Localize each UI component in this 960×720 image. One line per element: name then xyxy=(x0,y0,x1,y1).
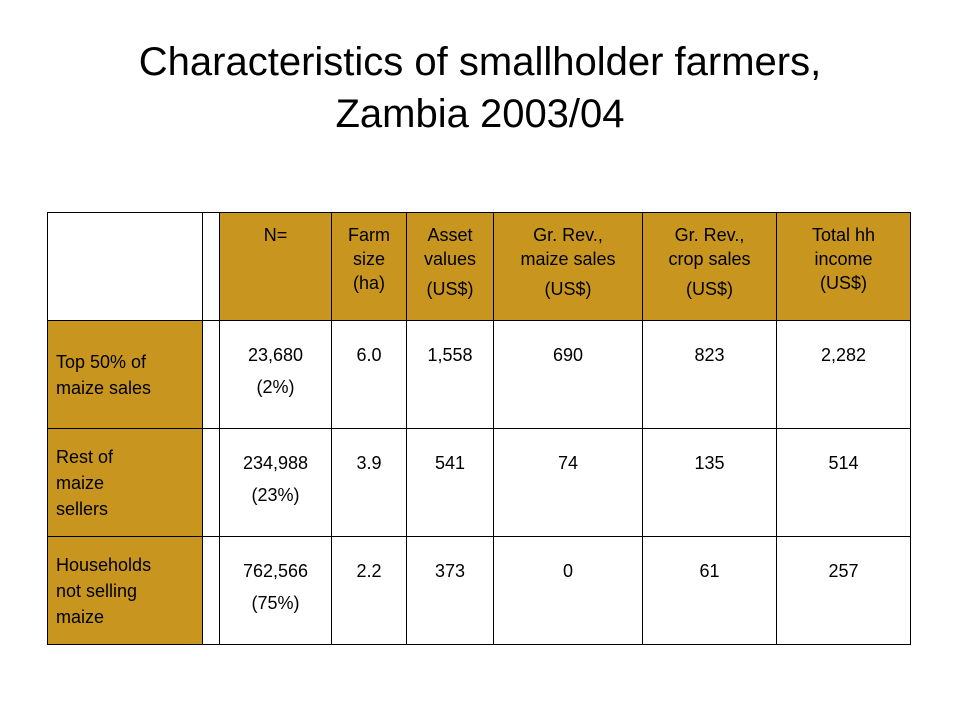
header-corner-cell xyxy=(47,212,203,321)
cell-asset-values: 1,558 xyxy=(406,320,494,429)
cell-n: 762,566 (75%) xyxy=(219,536,332,645)
cell-total-hh-income: 257 xyxy=(776,536,911,645)
header-farm-size: Farm size (ha) xyxy=(331,212,407,321)
characteristics-table: N= Farm size (ha) Asset values (US$) Gr.… xyxy=(47,212,911,645)
row-label: Top 50% of maize sales xyxy=(47,320,203,429)
cell-farm-size: 3.9 xyxy=(331,428,407,537)
cell-farm-size: 6.0 xyxy=(331,320,407,429)
header-spacer-cell xyxy=(202,212,220,321)
row-label: Households not selling maize xyxy=(47,536,203,645)
row-spacer-cell xyxy=(202,536,220,645)
cell-gr-rev-crop: 61 xyxy=(642,536,777,645)
row-spacer-cell xyxy=(202,320,220,429)
cell-gr-rev-maize: 74 xyxy=(493,428,643,537)
slide-title-line-1: Characteristics of smallholder farmers, xyxy=(138,40,822,84)
cell-total-hh-income: 514 xyxy=(776,428,911,537)
header-n: N= xyxy=(219,212,332,321)
table-header-row: N= Farm size (ha) Asset values (US$) Gr.… xyxy=(47,212,911,321)
table-row: Top 50% of maize sales 23,680 (2%) 6.0 1… xyxy=(47,320,911,429)
table-row: Households not selling maize 762,566 (75… xyxy=(47,536,911,645)
header-total-hh-income: Total hh income (US$) xyxy=(776,212,911,321)
table-row: Rest of maize sellers 234,988 (23%) 3.9 … xyxy=(47,428,911,537)
cell-gr-rev-crop: 823 xyxy=(642,320,777,429)
cell-gr-rev-crop: 135 xyxy=(642,428,777,537)
cell-gr-rev-maize: 690 xyxy=(493,320,643,429)
cell-total-hh-income: 2,282 xyxy=(776,320,911,429)
cell-n: 23,680 (2%) xyxy=(219,320,332,429)
slide-title-line-2: Zambia 2003/04 xyxy=(335,92,625,136)
slide-title: Characteristics of smallholder farmers, … xyxy=(0,36,960,140)
header-gr-rev-crop: Gr. Rev., crop sales (US$) xyxy=(642,212,777,321)
header-gr-rev-maize: Gr. Rev., maize sales (US$) xyxy=(493,212,643,321)
row-label: Rest of maize sellers xyxy=(47,428,203,537)
cell-farm-size: 2.2 xyxy=(331,536,407,645)
cell-asset-values: 541 xyxy=(406,428,494,537)
cell-asset-values: 373 xyxy=(406,536,494,645)
cell-n: 234,988 (23%) xyxy=(219,428,332,537)
header-asset-values: Asset values (US$) xyxy=(406,212,494,321)
row-spacer-cell xyxy=(202,428,220,537)
cell-gr-rev-maize: 0 xyxy=(493,536,643,645)
